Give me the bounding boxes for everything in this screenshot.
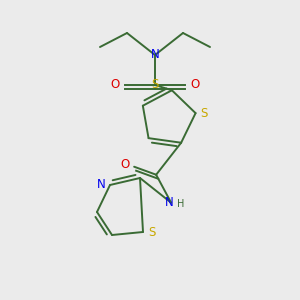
Text: H: H: [178, 199, 185, 209]
Text: N: N: [97, 178, 105, 190]
Text: O: O: [190, 79, 200, 92]
Text: N: N: [165, 196, 173, 209]
Text: O: O: [110, 79, 120, 92]
Text: S: S: [148, 226, 156, 239]
Text: S: S: [200, 106, 207, 120]
Text: S: S: [151, 79, 159, 92]
Text: O: O: [121, 158, 130, 171]
Text: N: N: [151, 47, 159, 61]
